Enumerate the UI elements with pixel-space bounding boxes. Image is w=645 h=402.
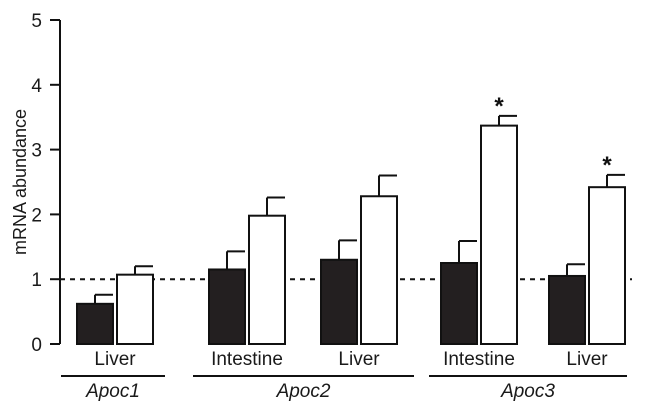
gene-label: Apoc3	[500, 381, 555, 402]
category-label: Liver	[94, 349, 136, 370]
y-tick-label: 1	[31, 270, 42, 291]
gene-label: Apoc1	[85, 381, 140, 402]
bar-light	[588, 186, 626, 345]
bar-dark	[76, 302, 114, 346]
category-label: Intestine	[443, 349, 515, 370]
significance-marker: *	[494, 93, 504, 120]
bars	[76, 114, 626, 346]
y-tick-label: 5	[31, 11, 42, 32]
bar-dark	[440, 262, 478, 345]
y-tick-label: 2	[31, 205, 42, 226]
bar-light	[116, 273, 154, 345]
y-tick-label: 0	[31, 335, 42, 356]
category-label: Liver	[566, 349, 608, 370]
bar-light	[248, 214, 286, 345]
category-label: Liver	[338, 349, 380, 370]
y-axis-title: mRNA abundance	[10, 109, 30, 255]
gene-label: Apoc2	[276, 381, 331, 402]
bar-dark	[208, 268, 246, 346]
labels: Liver Apoc1 Intestine Liver Apoc2 * Intestine *…	[61, 93, 627, 402]
bar-dark	[548, 274, 586, 345]
y-tick-label: 4	[31, 76, 42, 97]
bar-dark	[320, 258, 358, 346]
y-tick-label: 3	[31, 141, 42, 162]
category-label: Intestine	[211, 349, 283, 370]
bar-light	[480, 124, 518, 346]
axes: 0 1 2 3 4 5 mRNA abundance	[10, 11, 632, 356]
significance-marker: *	[602, 152, 612, 179]
bar-light	[360, 195, 398, 345]
